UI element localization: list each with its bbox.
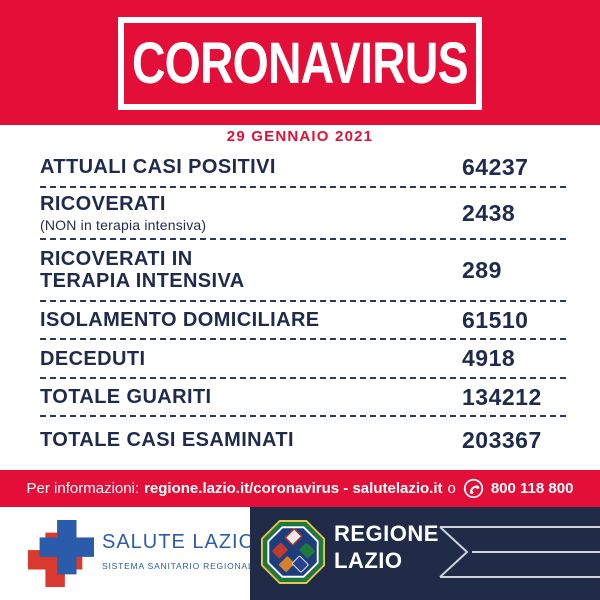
salute-lazio-tagline: SISTEMA SANITARIO REGIONALE — [102, 561, 260, 571]
stat-label: TOTALE CASI ESAMINATI — [40, 429, 294, 451]
stat-label: TOTALE GUARITI — [40, 386, 212, 408]
bulletin-date: 29 GENNAIO 2021 — [226, 128, 374, 145]
stat-value: 134212 — [462, 383, 542, 410]
stat-label: DECEDUTI — [40, 347, 146, 370]
stat-label: RICOVERATI — [40, 193, 166, 215]
table-row: ISOLAMENTO DOMICILIARE 61510 — [40, 302, 566, 340]
info-connector: o — [447, 480, 456, 497]
table-row: TOTALE GUARITI 134212 — [40, 379, 566, 417]
info-bar: Per informazioni: regione.lazio.it/coron… — [0, 470, 600, 507]
regione-lazio-logo: REGIONE LAZIO — [250, 507, 600, 600]
table-row: TOTALE CASI ESAMINATI 203367 — [40, 417, 566, 463]
stat-label: ISOLAMENTO DOMICILIARE — [40, 309, 320, 331]
stat-value: 64237 — [462, 153, 529, 180]
stat-value: 4918 — [462, 345, 516, 371]
table-row: RICOVERATI IN TERAPIA INTENSIVA 289 — [40, 240, 566, 302]
stat-value: 61510 — [462, 306, 529, 333]
info-phone-number: 800 118 800 — [490, 480, 574, 497]
salute-lazio-logo: SALUTE LAZIO SISTEMA SANITARIO REGIONALE — [0, 507, 259, 600]
table-row: ATTUALI CASI POSITIVI 64237 — [40, 148, 566, 188]
page-title: CORONAVIRUS — [132, 31, 469, 96]
stat-label: RICOVERATI IN TERAPIA INTENSIVA — [40, 248, 245, 292]
phone-icon — [463, 478, 484, 499]
lazio-word: LAZIO — [334, 548, 403, 573]
regione-lazio-chevron-lines — [439, 526, 600, 578]
branding-footer: SALUTE LAZIO SISTEMA SANITARIO REGIONALE — [0, 507, 600, 600]
header-band: CORONAVIRUS — [0, 0, 600, 125]
stat-sublabel: (NON in terapia intensiva) — [40, 217, 207, 233]
salute-lazio-cross-icon — [26, 518, 94, 593]
stat-label: ATTUALI CASI POSITIVI — [40, 156, 276, 178]
stat-value: 203367 — [462, 426, 542, 453]
lazio-coat-of-arms-icon — [261, 520, 325, 589]
stat-value: 289 — [462, 256, 502, 283]
stats-table: ATTUALI CASI POSITIVI 64237 RICOVERATI (… — [40, 148, 566, 463]
table-row: DECEDUTI 4918 — [40, 340, 566, 379]
table-row: RICOVERATI (NON in terapia intensiva) 24… — [40, 188, 566, 240]
info-prefix: Per informazioni: — [26, 480, 140, 497]
title-box: CORONAVIRUS — [118, 17, 482, 110]
stat-value: 2438 — [462, 199, 516, 226]
info-links[interactable]: regione.lazio.it/coronavirus - salutelaz… — [144, 480, 443, 497]
salute-lazio-name: SALUTE LAZIO — [102, 531, 256, 553]
regione-word: REGIONE — [334, 521, 439, 546]
